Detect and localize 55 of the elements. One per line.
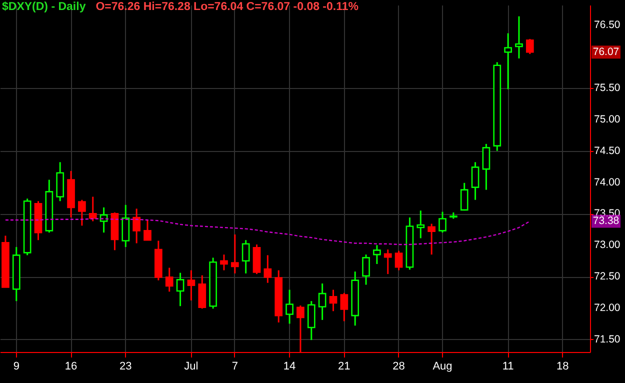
chart-title: $DXY(D) - Daily [2, 1, 86, 13]
candlestick [132, 208, 140, 244]
y-tick-label: 74.50 [594, 144, 620, 157]
candlestick [286, 289, 294, 324]
candlestick [78, 199, 86, 226]
chart-subtitle: O=76.26 Hi=76.28 Lo=76.04 C=76.07 -0.08 -0.11% [96, 1, 358, 13]
candlestick [526, 38, 534, 55]
candlestick [340, 292, 348, 322]
y-tick-label: 72.00 [594, 302, 620, 314]
candlestick [373, 244, 381, 265]
candlestick [384, 248, 392, 275]
y-tick-label: 72.50 [594, 270, 620, 283]
x-tick-label: 18 [556, 360, 569, 372]
candlestick [88, 196, 97, 222]
candlestick [504, 32, 512, 90]
candlestick [307, 300, 316, 341]
annotation: 76.07 [592, 46, 620, 58]
x-tick-label: 23 [120, 360, 132, 372]
candlestick [416, 210, 425, 239]
candlestick [318, 282, 326, 321]
x-tick-label: 16 [64, 360, 78, 372]
candlestick [394, 250, 403, 272]
candlestick [56, 161, 64, 202]
x-tick-label: Aug [432, 360, 452, 372]
candlestick [515, 16, 523, 60]
candlestick [230, 234, 239, 274]
x-tick-label: 21 [338, 360, 350, 372]
candlestick [329, 289, 338, 312]
x-tick-label: Jul [184, 360, 198, 372]
candlestick [198, 274, 206, 310]
candlestick [471, 161, 480, 201]
x-tick-label: 11 [502, 360, 514, 372]
y-tick-label: 75.50 [594, 82, 620, 94]
y-tick-label: 75.00 [594, 113, 620, 126]
candlestick [264, 254, 272, 284]
x-tick-label: 14 [283, 360, 296, 372]
candlestick [362, 254, 370, 286]
candlestick [144, 219, 152, 241]
candlestick [438, 211, 446, 234]
y-tick-label: 76.50 [594, 19, 620, 32]
candlestick [428, 223, 436, 256]
candlestick [220, 254, 228, 272]
candlestick [460, 182, 468, 212]
y-tick-label: 71.50 [594, 333, 620, 346]
candlestick [482, 143, 490, 191]
y-tick-label: 73.00 [594, 239, 620, 252]
x-tick-label: 7 [232, 360, 238, 372]
x-tick-label: 9 [13, 360, 20, 372]
candlestick [187, 270, 196, 302]
x-tick-label: 28 [392, 360, 405, 372]
candlestick [242, 239, 250, 274]
candlestick [122, 204, 130, 248]
candlestick [165, 267, 174, 292]
y-tick-label: 74.00 [594, 176, 620, 188]
candlestick [176, 272, 184, 307]
